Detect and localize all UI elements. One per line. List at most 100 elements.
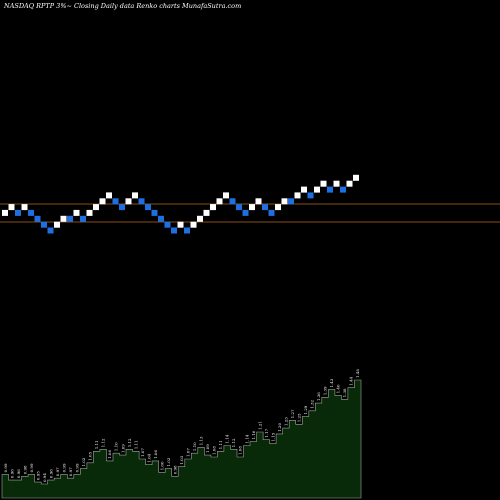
volume-value-label: 1.04 bbox=[146, 453, 151, 462]
down-brick bbox=[307, 192, 314, 199]
volume-value-label: 1.27 bbox=[290, 409, 295, 418]
volume-value-label: 0.96 bbox=[9, 469, 14, 478]
volume-value-label: 1.07 bbox=[140, 448, 145, 457]
volume-value-label: 1.12 bbox=[127, 438, 132, 447]
chart-title: NASDAQ RPTP 3%~ Closing Daily data Renko… bbox=[3, 2, 241, 10]
down-brick bbox=[268, 209, 275, 216]
volume-value-label: 0.94 bbox=[42, 473, 47, 482]
down-brick bbox=[229, 198, 236, 205]
down-brick bbox=[145, 204, 151, 211]
up-brick bbox=[86, 209, 93, 216]
up-brick bbox=[190, 221, 197, 228]
up-brick bbox=[216, 198, 223, 205]
volume-value-label: 1.21 bbox=[257, 421, 262, 430]
down-brick bbox=[171, 227, 177, 234]
volume-value-label: 1.03 bbox=[179, 455, 184, 464]
up-brick bbox=[314, 186, 320, 193]
up-brick bbox=[73, 209, 80, 216]
down-brick bbox=[67, 215, 73, 222]
volume-area-shape bbox=[1, 379, 362, 499]
up-brick bbox=[2, 209, 8, 216]
volume-value-label: 1.36 bbox=[316, 392, 321, 401]
up-brick bbox=[8, 204, 15, 211]
volume-value-label: 1.17 bbox=[264, 428, 269, 437]
down-brick bbox=[15, 209, 21, 216]
volume-value-label: 1.05 bbox=[88, 451, 93, 460]
down-brick bbox=[119, 204, 125, 211]
down-brick bbox=[327, 186, 333, 193]
volume-value-label: 1.14 bbox=[225, 434, 230, 443]
volume-value-label: 1.11 bbox=[218, 440, 223, 449]
up-brick bbox=[197, 215, 203, 222]
up-brick bbox=[177, 221, 184, 228]
volume-value-label: 1.09 bbox=[205, 444, 210, 453]
up-brick bbox=[320, 180, 327, 187]
volume-value-label: 1.20 bbox=[277, 423, 282, 432]
up-brick bbox=[223, 192, 229, 199]
up-brick bbox=[353, 174, 359, 181]
up-brick bbox=[210, 204, 216, 211]
up-brick bbox=[132, 192, 138, 199]
down-brick bbox=[34, 215, 41, 222]
up-brick bbox=[346, 180, 353, 187]
volume-value-label: 1.06 bbox=[107, 450, 112, 459]
volume-value-label: 1.08 bbox=[212, 446, 217, 455]
volume-value-label: 1.02 bbox=[81, 457, 86, 466]
volume-value-label: 0.99 bbox=[62, 463, 67, 472]
volume-value-label: 1.11 bbox=[94, 440, 99, 449]
up-brick bbox=[54, 221, 60, 228]
volume-value-label: 0.96 bbox=[16, 469, 21, 478]
volume-area bbox=[1, 379, 362, 499]
volume-value-label: 1.48 bbox=[355, 369, 360, 378]
volume-value-label: 1.23 bbox=[283, 417, 288, 426]
volume-value-label: 1.10 bbox=[192, 442, 197, 451]
volume-value-label: 0.99 bbox=[75, 463, 80, 472]
volume-value-label: 1.44 bbox=[349, 376, 354, 385]
down-brick bbox=[164, 221, 171, 228]
volume-value-label: 0.95 bbox=[35, 471, 40, 480]
volume-value-label: 0.99 bbox=[29, 463, 34, 472]
down-brick bbox=[288, 198, 294, 205]
up-brick bbox=[249, 204, 255, 211]
volume-value-label: 1.38 bbox=[342, 388, 347, 397]
volume-value-label: 1.00 bbox=[159, 461, 164, 470]
up-brick bbox=[333, 180, 340, 187]
volume-value-label: 1.11 bbox=[133, 440, 138, 449]
up-brick bbox=[281, 198, 288, 205]
volume-value-label: 1.06 bbox=[153, 450, 158, 459]
down-brick bbox=[47, 227, 54, 234]
up-brick bbox=[93, 204, 99, 211]
volume-value-label: 0.97 bbox=[55, 467, 60, 476]
volume-value-label: 1.12 bbox=[101, 438, 106, 447]
volume-value-label: 1.13 bbox=[199, 436, 204, 445]
reference-lines bbox=[0, 203, 500, 223]
volume-value-label: 1.10 bbox=[114, 442, 119, 451]
renko-bricks bbox=[2, 174, 359, 234]
down-brick bbox=[340, 186, 346, 193]
down-brick bbox=[41, 221, 47, 228]
volume-value-label: 0.98 bbox=[22, 465, 27, 474]
up-brick bbox=[99, 198, 106, 205]
volume-value-label: 1.43 bbox=[329, 378, 334, 387]
down-brick bbox=[242, 209, 249, 216]
volume-value-label: 1.15 bbox=[270, 432, 275, 441]
volume-value-label: 1.39 bbox=[323, 386, 328, 395]
volume-value-label: 1.07 bbox=[186, 448, 191, 457]
volume-value-label: 0.97 bbox=[68, 467, 73, 476]
up-brick bbox=[203, 209, 210, 216]
down-brick bbox=[158, 215, 164, 222]
up-brick bbox=[255, 198, 262, 205]
volume-value-label: 0.98 bbox=[173, 465, 178, 474]
up-brick bbox=[294, 192, 301, 199]
volume-value-label: 1.16 bbox=[251, 430, 256, 439]
down-brick bbox=[112, 198, 119, 205]
volume-labels: 0.990.96 0.96 0.98 0.990.95 0.94 0.96 0.97 0.99… bbox=[3, 369, 360, 482]
down-brick bbox=[184, 227, 190, 234]
volume-value-label: 0.99 bbox=[3, 463, 8, 472]
volume-value-label: 1.08 bbox=[238, 446, 243, 455]
down-brick bbox=[151, 209, 158, 216]
up-brick bbox=[275, 204, 281, 211]
volume-value-label: 0.96 bbox=[49, 469, 54, 478]
volume-value-label: 1.14 bbox=[244, 434, 249, 443]
